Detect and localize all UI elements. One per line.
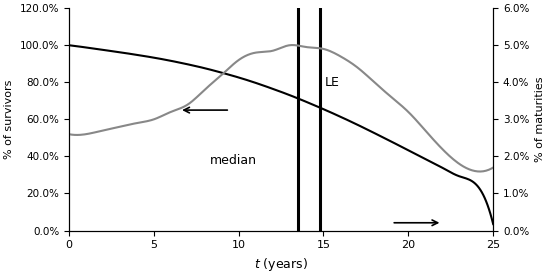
Y-axis label: % of maturities: % of maturities — [535, 77, 545, 162]
Text: LE: LE — [325, 76, 340, 89]
X-axis label: $t$ (years): $t$ (years) — [254, 256, 308, 273]
Y-axis label: % of survivors: % of survivors — [4, 80, 14, 159]
Text: median: median — [210, 154, 257, 167]
